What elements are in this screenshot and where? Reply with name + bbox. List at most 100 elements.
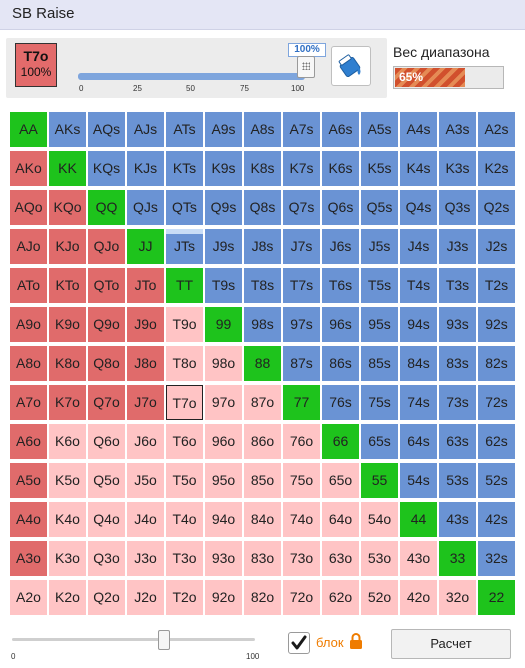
hand-cell-Q8s[interactable]: Q8s [244, 190, 281, 225]
hand-cell-73s[interactable]: 73s [439, 385, 476, 420]
hand-cell-J7s[interactable]: J7s [283, 229, 320, 264]
hand-cell-A5s[interactable]: A5s [361, 112, 398, 147]
hand-cell-97o[interactable]: 97o [205, 385, 242, 420]
hand-cell-Q3o[interactable]: Q3o [88, 541, 125, 576]
hand-cell-Q6s[interactable]: Q6s [322, 190, 359, 225]
hand-cell-43s[interactable]: 43s [439, 502, 476, 537]
hand-cell-A3o[interactable]: A3o [10, 541, 47, 576]
hand-cell-Q4s[interactable]: Q4s [400, 190, 437, 225]
hand-cell-T6s[interactable]: T6s [322, 268, 359, 303]
hand-cell-84s[interactable]: 84s [400, 346, 437, 381]
hand-cell-54o[interactable]: 54o [361, 502, 398, 537]
hand-cell-K9s[interactable]: K9s [205, 151, 242, 186]
hand-cell-T9o[interactable]: T9o [166, 307, 203, 342]
hand-cell-85o[interactable]: 85o [244, 463, 281, 498]
hand-cell-54s[interactable]: 54s [400, 463, 437, 498]
hand-cell-T3s[interactable]: T3s [439, 268, 476, 303]
hand-cell-Q3s[interactable]: Q3s [439, 190, 476, 225]
hand-cell-QJs[interactable]: QJs [127, 190, 164, 225]
hand-cell-94o[interactable]: 94o [205, 502, 242, 537]
hand-cell-Q5s[interactable]: Q5s [361, 190, 398, 225]
hand-cell-T5s[interactable]: T5s [361, 268, 398, 303]
hand-cell-K9o[interactable]: K9o [49, 307, 86, 342]
hand-cell-53s[interactable]: 53s [439, 463, 476, 498]
hand-cell-64o[interactable]: 64o [322, 502, 359, 537]
hand-cell-J5o[interactable]: J5o [127, 463, 164, 498]
hand-cell-T2o[interactable]: T2o [166, 580, 203, 615]
hand-cell-J5s[interactable]: J5s [361, 229, 398, 264]
paint-bucket-button[interactable] [331, 46, 371, 86]
hand-cell-J9o[interactable]: J9o [127, 307, 164, 342]
hand-cell-63o[interactable]: 63o [322, 541, 359, 576]
hand-cell-42s[interactable]: 42s [478, 502, 515, 537]
hand-cell-A9o[interactable]: A9o [10, 307, 47, 342]
hand-cell-83o[interactable]: 83o [244, 541, 281, 576]
hand-cell-J4s[interactable]: J4s [400, 229, 437, 264]
hand-cell-75o[interactable]: 75o [283, 463, 320, 498]
hand-cell-76o[interactable]: 76o [283, 424, 320, 459]
hand-cell-Q8o[interactable]: Q8o [88, 346, 125, 381]
hand-cell-J7o[interactable]: J7o [127, 385, 164, 420]
hand-cell-43o[interactable]: 43o [400, 541, 437, 576]
hand-cell-66[interactable]: 66 [322, 424, 359, 459]
hand-cell-QQ[interactable]: QQ [88, 190, 125, 225]
hand-cell-JTs[interactable]: JTs [166, 229, 203, 264]
hand-cell-42o[interactable]: 42o [400, 580, 437, 615]
hand-cell-J6o[interactable]: J6o [127, 424, 164, 459]
hand-cell-A2s[interactable]: A2s [478, 112, 515, 147]
hand-cell-52s[interactable]: 52s [478, 463, 515, 498]
hand-cell-65s[interactable]: 65s [361, 424, 398, 459]
hand-cell-T8s[interactable]: T8s [244, 268, 281, 303]
hand-cell-A2o[interactable]: A2o [10, 580, 47, 615]
hand-cell-98o[interactable]: 98o [205, 346, 242, 381]
hand-cell-T7o[interactable]: T7o [166, 385, 203, 420]
hand-cell-J4o[interactable]: J4o [127, 502, 164, 537]
hand-cell-Q9o[interactable]: Q9o [88, 307, 125, 342]
hand-cell-JJ[interactable]: JJ [127, 229, 164, 264]
hand-cell-72s[interactable]: 72s [478, 385, 515, 420]
hand-cell-K6s[interactable]: K6s [322, 151, 359, 186]
hand-cell-T8o[interactable]: T8o [166, 346, 203, 381]
hand-cell-K5s[interactable]: K5s [361, 151, 398, 186]
hand-cell-44[interactable]: 44 [400, 502, 437, 537]
hand-cell-62s[interactable]: 62s [478, 424, 515, 459]
hand-cell-K2s[interactable]: K2s [478, 151, 515, 186]
hand-cell-55[interactable]: 55 [361, 463, 398, 498]
hand-cell-85s[interactable]: 85s [361, 346, 398, 381]
hand-cell-75s[interactable]: 75s [361, 385, 398, 420]
hand-cell-A5o[interactable]: A5o [10, 463, 47, 498]
hand-cell-84o[interactable]: 84o [244, 502, 281, 537]
hand-cell-T6o[interactable]: T6o [166, 424, 203, 459]
hand-cell-KQo[interactable]: KQo [49, 190, 86, 225]
hand-cell-73o[interactable]: 73o [283, 541, 320, 576]
hand-cell-AJo[interactable]: AJo [10, 229, 47, 264]
hand-cell-K7o[interactable]: K7o [49, 385, 86, 420]
hand-cell-T5o[interactable]: T5o [166, 463, 203, 498]
hand-cell-J6s[interactable]: J6s [322, 229, 359, 264]
hand-cell-T9s[interactable]: T9s [205, 268, 242, 303]
hand-cell-32s[interactable]: 32s [478, 541, 515, 576]
hand-cell-53o[interactable]: 53o [361, 541, 398, 576]
hand-cell-T2s[interactable]: T2s [478, 268, 515, 303]
calculate-button[interactable]: Расчет [391, 629, 511, 659]
hand-cell-A7s[interactable]: A7s [283, 112, 320, 147]
hand-cell-82o[interactable]: 82o [244, 580, 281, 615]
hand-cell-KK[interactable]: KK [49, 151, 86, 186]
hand-cell-94s[interactable]: 94s [400, 307, 437, 342]
hand-cell-A4o[interactable]: A4o [10, 502, 47, 537]
hand-cell-ATs[interactable]: ATs [166, 112, 203, 147]
hand-cell-T4o[interactable]: T4o [166, 502, 203, 537]
hand-cell-KTs[interactable]: KTs [166, 151, 203, 186]
frequency-slider-handle[interactable] [297, 56, 315, 78]
hand-cell-QTo[interactable]: QTo [88, 268, 125, 303]
hand-cell-63s[interactable]: 63s [439, 424, 476, 459]
hand-cell-76s[interactable]: 76s [322, 385, 359, 420]
hand-cell-87o[interactable]: 87o [244, 385, 281, 420]
hand-cell-77[interactable]: 77 [283, 385, 320, 420]
hand-cell-A8o[interactable]: A8o [10, 346, 47, 381]
hand-cell-Q2s[interactable]: Q2s [478, 190, 515, 225]
hand-cell-Q9s[interactable]: Q9s [205, 190, 242, 225]
bottom-slider-handle[interactable] [158, 630, 171, 650]
hand-cell-TT[interactable]: TT [166, 268, 203, 303]
lock-checkbox[interactable] [288, 632, 310, 654]
